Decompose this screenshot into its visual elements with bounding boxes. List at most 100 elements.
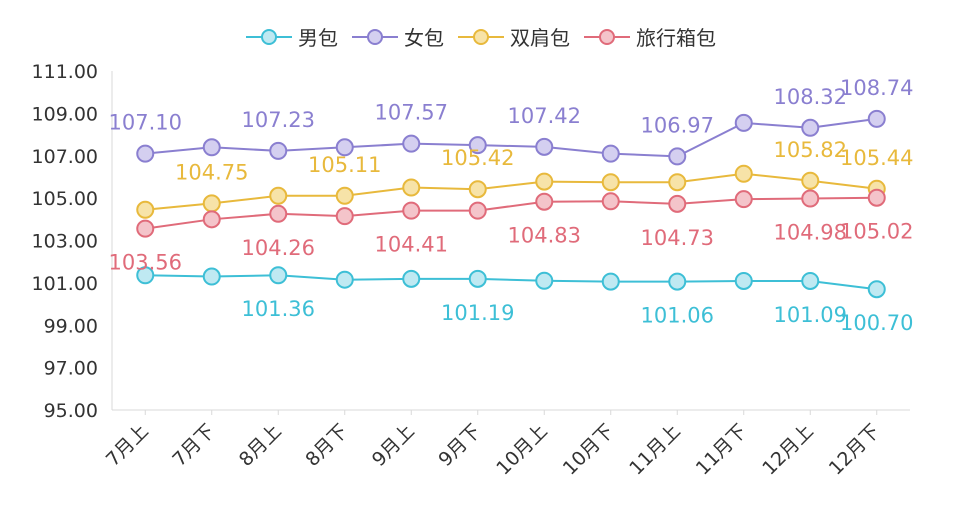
- data-label: 103.56: [109, 251, 182, 275]
- legend-item-male-bag[interactable]: 男包: [246, 22, 338, 51]
- y-tick-label: 97.00: [44, 358, 98, 380]
- y-tick-label: 101.00: [32, 273, 98, 295]
- data-label: 104.26: [242, 236, 315, 260]
- data-point: [269, 141, 288, 160]
- data-label: 105.44: [840, 146, 913, 170]
- x-tick-label: 11月下: [692, 420, 752, 480]
- data-label: 105.82: [774, 138, 847, 162]
- data-point: [136, 144, 155, 163]
- series-line: [145, 117, 877, 158]
- x-tick-label: 8月下: [301, 420, 352, 471]
- data-point: [269, 266, 288, 285]
- x-tick-label: 12月下: [825, 420, 885, 480]
- data-point: [202, 210, 221, 229]
- data-label: 105.11: [308, 153, 381, 177]
- data-point: [734, 271, 753, 290]
- data-label: 104.83: [508, 224, 581, 248]
- data-point: [202, 194, 221, 213]
- x-tick-label: 9月下: [434, 420, 485, 471]
- data-label: 108.32: [774, 85, 847, 109]
- data-point: [668, 173, 687, 192]
- data-point: [668, 272, 687, 291]
- data-point: [468, 136, 487, 155]
- data-point: [668, 147, 687, 166]
- legend-label-backpack: 双肩包: [510, 26, 570, 50]
- data-label: 104.73: [641, 226, 714, 250]
- legend-item-backpack[interactable]: 双肩包: [458, 22, 570, 51]
- y-tick-label: 107.00: [32, 146, 98, 168]
- data-label: 105.42: [441, 146, 514, 170]
- data-point: [734, 164, 753, 183]
- x-tick-label: 10月上: [492, 420, 552, 480]
- data-point: [136, 219, 155, 238]
- data-point: [402, 134, 421, 153]
- legend-marker-luggage: [584, 28, 630, 45]
- data-label: 101.06: [641, 304, 714, 328]
- data-point: [535, 271, 554, 290]
- data-label: 105.02: [840, 220, 913, 244]
- data-point: [136, 266, 155, 285]
- legend-label-luggage: 旅行箱包: [636, 26, 716, 50]
- x-tick-label: 9月上: [368, 420, 419, 471]
- data-point: [734, 190, 753, 209]
- data-point: [601, 272, 620, 291]
- x-tick-label: 8月上: [235, 420, 286, 471]
- data-label: 100.70: [840, 311, 913, 335]
- legend-marker-male-bag: [246, 28, 292, 45]
- data-label: 104.41: [375, 233, 448, 257]
- data-point: [402, 201, 421, 220]
- x-tick-label: 11月上: [625, 420, 685, 480]
- data-point: [335, 138, 354, 157]
- legend-marker-female-bag: [352, 28, 398, 45]
- data-point: [601, 144, 620, 163]
- series-line: [145, 274, 877, 291]
- data-label: 104.75: [175, 160, 248, 184]
- data-point: [202, 138, 221, 157]
- data-point: [136, 200, 155, 219]
- y-tick-label: 95.00: [44, 400, 98, 422]
- data-point: [402, 269, 421, 288]
- x-tick-label: 7月下: [168, 420, 219, 471]
- y-tick-label: 111.00: [32, 61, 98, 83]
- data-point: [335, 270, 354, 289]
- y-tick-label: 105.00: [32, 188, 98, 210]
- data-point: [801, 118, 820, 137]
- data-point: [269, 204, 288, 223]
- legend-label-female-bag: 女包: [404, 26, 444, 50]
- data-point: [402, 178, 421, 197]
- legend-item-luggage[interactable]: 旅行箱包: [584, 22, 716, 51]
- data-point: [535, 172, 554, 191]
- data-label: 101.09: [774, 303, 847, 327]
- x-tick-label: 7月上: [102, 420, 153, 471]
- series-line: [145, 196, 877, 230]
- data-point: [601, 192, 620, 211]
- data-label: 106.97: [641, 113, 714, 137]
- series-line: [145, 172, 877, 211]
- data-label: 107.42: [508, 104, 581, 128]
- data-label: 101.19: [441, 301, 514, 325]
- data-point: [801, 171, 820, 190]
- x-tick-label: 12月上: [758, 420, 818, 480]
- data-point: [335, 186, 354, 205]
- data-point: [269, 186, 288, 205]
- legend-item-female-bag[interactable]: 女包: [352, 22, 444, 51]
- data-point: [867, 188, 886, 207]
- data-point: [468, 269, 487, 288]
- data-label: 107.10: [109, 111, 182, 135]
- data-point: [535, 137, 554, 156]
- data-point: [801, 271, 820, 290]
- data-point: [734, 113, 753, 132]
- data-label: 108.74: [840, 76, 913, 100]
- data-label: 107.57: [375, 101, 448, 125]
- data-label: 104.98: [774, 221, 847, 245]
- chart-legend: 男包 女包 双肩包 旅行箱包: [0, 22, 962, 51]
- data-point: [468, 201, 487, 220]
- data-point: [867, 280, 886, 299]
- data-point: [867, 109, 886, 128]
- legend-label-male-bag: 男包: [298, 26, 338, 50]
- data-point: [668, 194, 687, 213]
- data-point: [601, 173, 620, 192]
- y-tick-label: 103.00: [32, 231, 98, 253]
- y-tick-label: 99.00: [44, 315, 98, 337]
